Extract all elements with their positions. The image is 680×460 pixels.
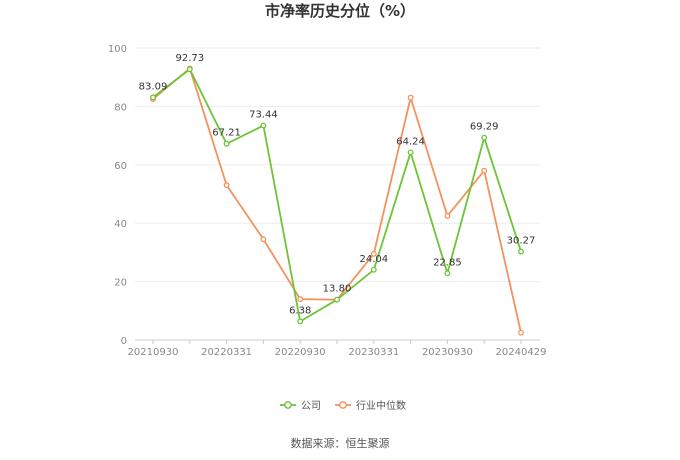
series-point-0 bbox=[481, 134, 488, 141]
series-point-0 bbox=[297, 318, 304, 325]
series-group bbox=[150, 65, 524, 336]
data-label: 64.24 bbox=[396, 136, 425, 147]
series-point-0 bbox=[518, 248, 524, 255]
legend[interactable]: 公司 行业中位数 bbox=[280, 399, 406, 412]
legend-label-0: 公司 bbox=[301, 401, 321, 412]
series-point-0 bbox=[407, 149, 414, 156]
series-point-0 bbox=[260, 122, 267, 129]
source-note: 数据来源：恒生聚源 bbox=[291, 436, 390, 450]
data-label: 13.80 bbox=[323, 284, 352, 295]
data-label: 24.04 bbox=[359, 254, 388, 265]
series-point-1 bbox=[407, 94, 414, 101]
series-point-1 bbox=[260, 236, 267, 243]
x-axis: 20210930 20220331 20220930 20230331 20230930… bbox=[128, 340, 547, 358]
y-tick-label: 0 bbox=[121, 336, 127, 347]
series-point-1 bbox=[481, 167, 488, 174]
y-tick-label: 80 bbox=[114, 102, 127, 113]
y-tick-label: 60 bbox=[114, 161, 127, 172]
y-tick-label: 20 bbox=[114, 278, 127, 289]
series-point-1 bbox=[518, 329, 524, 336]
data-label: 73.44 bbox=[249, 110, 278, 121]
data-label: 67.21 bbox=[212, 128, 241, 139]
series-point-0 bbox=[186, 66, 193, 73]
data-label: 6.38 bbox=[289, 305, 311, 316]
x-tick-label: 20240429 bbox=[496, 347, 547, 358]
y-tick-label: 40 bbox=[114, 219, 127, 230]
series-point-0 bbox=[444, 270, 451, 277]
legend-marker-0 bbox=[284, 401, 292, 409]
x-tick-label: 20220930 bbox=[275, 347, 326, 358]
x-tick-label: 20230331 bbox=[348, 347, 399, 358]
series-point-1 bbox=[223, 182, 230, 189]
series-point-1 bbox=[370, 250, 377, 257]
x-tick-label: 20210930 bbox=[128, 347, 179, 358]
data-label: 69.29 bbox=[470, 122, 499, 133]
series-point-1 bbox=[297, 296, 304, 303]
legend-label-1: 行业中位数 bbox=[356, 399, 406, 412]
series-point-0 bbox=[223, 140, 230, 147]
series-point-0 bbox=[370, 266, 377, 273]
legend-marker-1 bbox=[339, 401, 347, 409]
data-label: 92.73 bbox=[175, 53, 204, 64]
series-point-0 bbox=[334, 296, 340, 303]
y-axis: 0 20 40 60 80 100 bbox=[108, 44, 127, 347]
chart-title: 市净率历史分位（%） bbox=[265, 2, 415, 20]
data-label: 22.85 bbox=[433, 257, 462, 268]
y-tick-label: 100 bbox=[108, 44, 127, 55]
data-label: 83.09 bbox=[139, 81, 168, 92]
x-tick-label: 20220331 bbox=[201, 347, 252, 358]
data-label: 30.27 bbox=[507, 236, 536, 247]
x-tick-label: 20230930 bbox=[422, 347, 473, 358]
series-point-0 bbox=[150, 94, 156, 101]
series-point-1 bbox=[444, 212, 451, 219]
data-labels: 83.09 92.73 67.21 73.44 6.38 13.80 24.04 64.24 2… bbox=[139, 53, 536, 316]
